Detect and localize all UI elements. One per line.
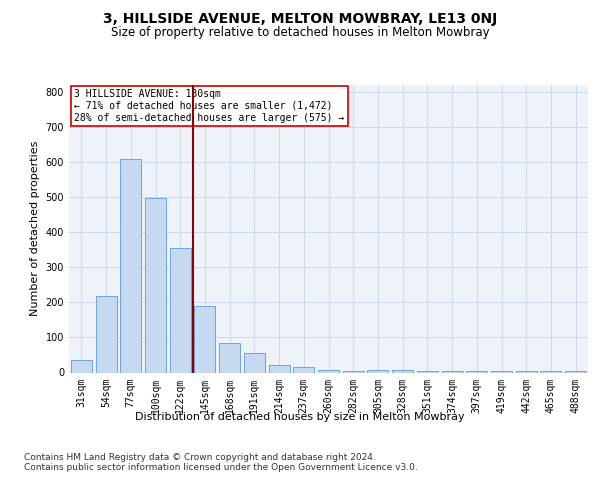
Text: 3, HILLSIDE AVENUE, MELTON MOWBRAY, LE13 0NJ: 3, HILLSIDE AVENUE, MELTON MOWBRAY, LE13… <box>103 12 497 26</box>
Text: 3 HILLSIDE AVENUE: 130sqm
← 71% of detached houses are smaller (1,472)
28% of se: 3 HILLSIDE AVENUE: 130sqm ← 71% of detac… <box>74 90 344 122</box>
Bar <box>343 370 364 372</box>
Bar <box>219 342 240 372</box>
Y-axis label: Number of detached properties: Number of detached properties <box>30 141 40 316</box>
Bar <box>95 296 116 372</box>
Bar <box>269 365 290 372</box>
Bar <box>194 306 215 372</box>
Bar <box>145 198 166 372</box>
Bar <box>170 248 191 372</box>
Bar <box>71 360 92 372</box>
Bar <box>120 158 141 372</box>
Bar <box>367 370 388 372</box>
Bar <box>318 370 339 372</box>
Text: Size of property relative to detached houses in Melton Mowbray: Size of property relative to detached ho… <box>110 26 490 39</box>
Bar <box>244 353 265 372</box>
Bar <box>417 370 438 372</box>
Bar <box>293 366 314 372</box>
Text: Contains HM Land Registry data © Crown copyright and database right 2024.
Contai: Contains HM Land Registry data © Crown c… <box>24 452 418 472</box>
Text: Distribution of detached houses by size in Melton Mowbray: Distribution of detached houses by size … <box>135 412 465 422</box>
Bar <box>392 370 413 372</box>
Bar <box>442 370 463 372</box>
Bar <box>466 370 487 372</box>
